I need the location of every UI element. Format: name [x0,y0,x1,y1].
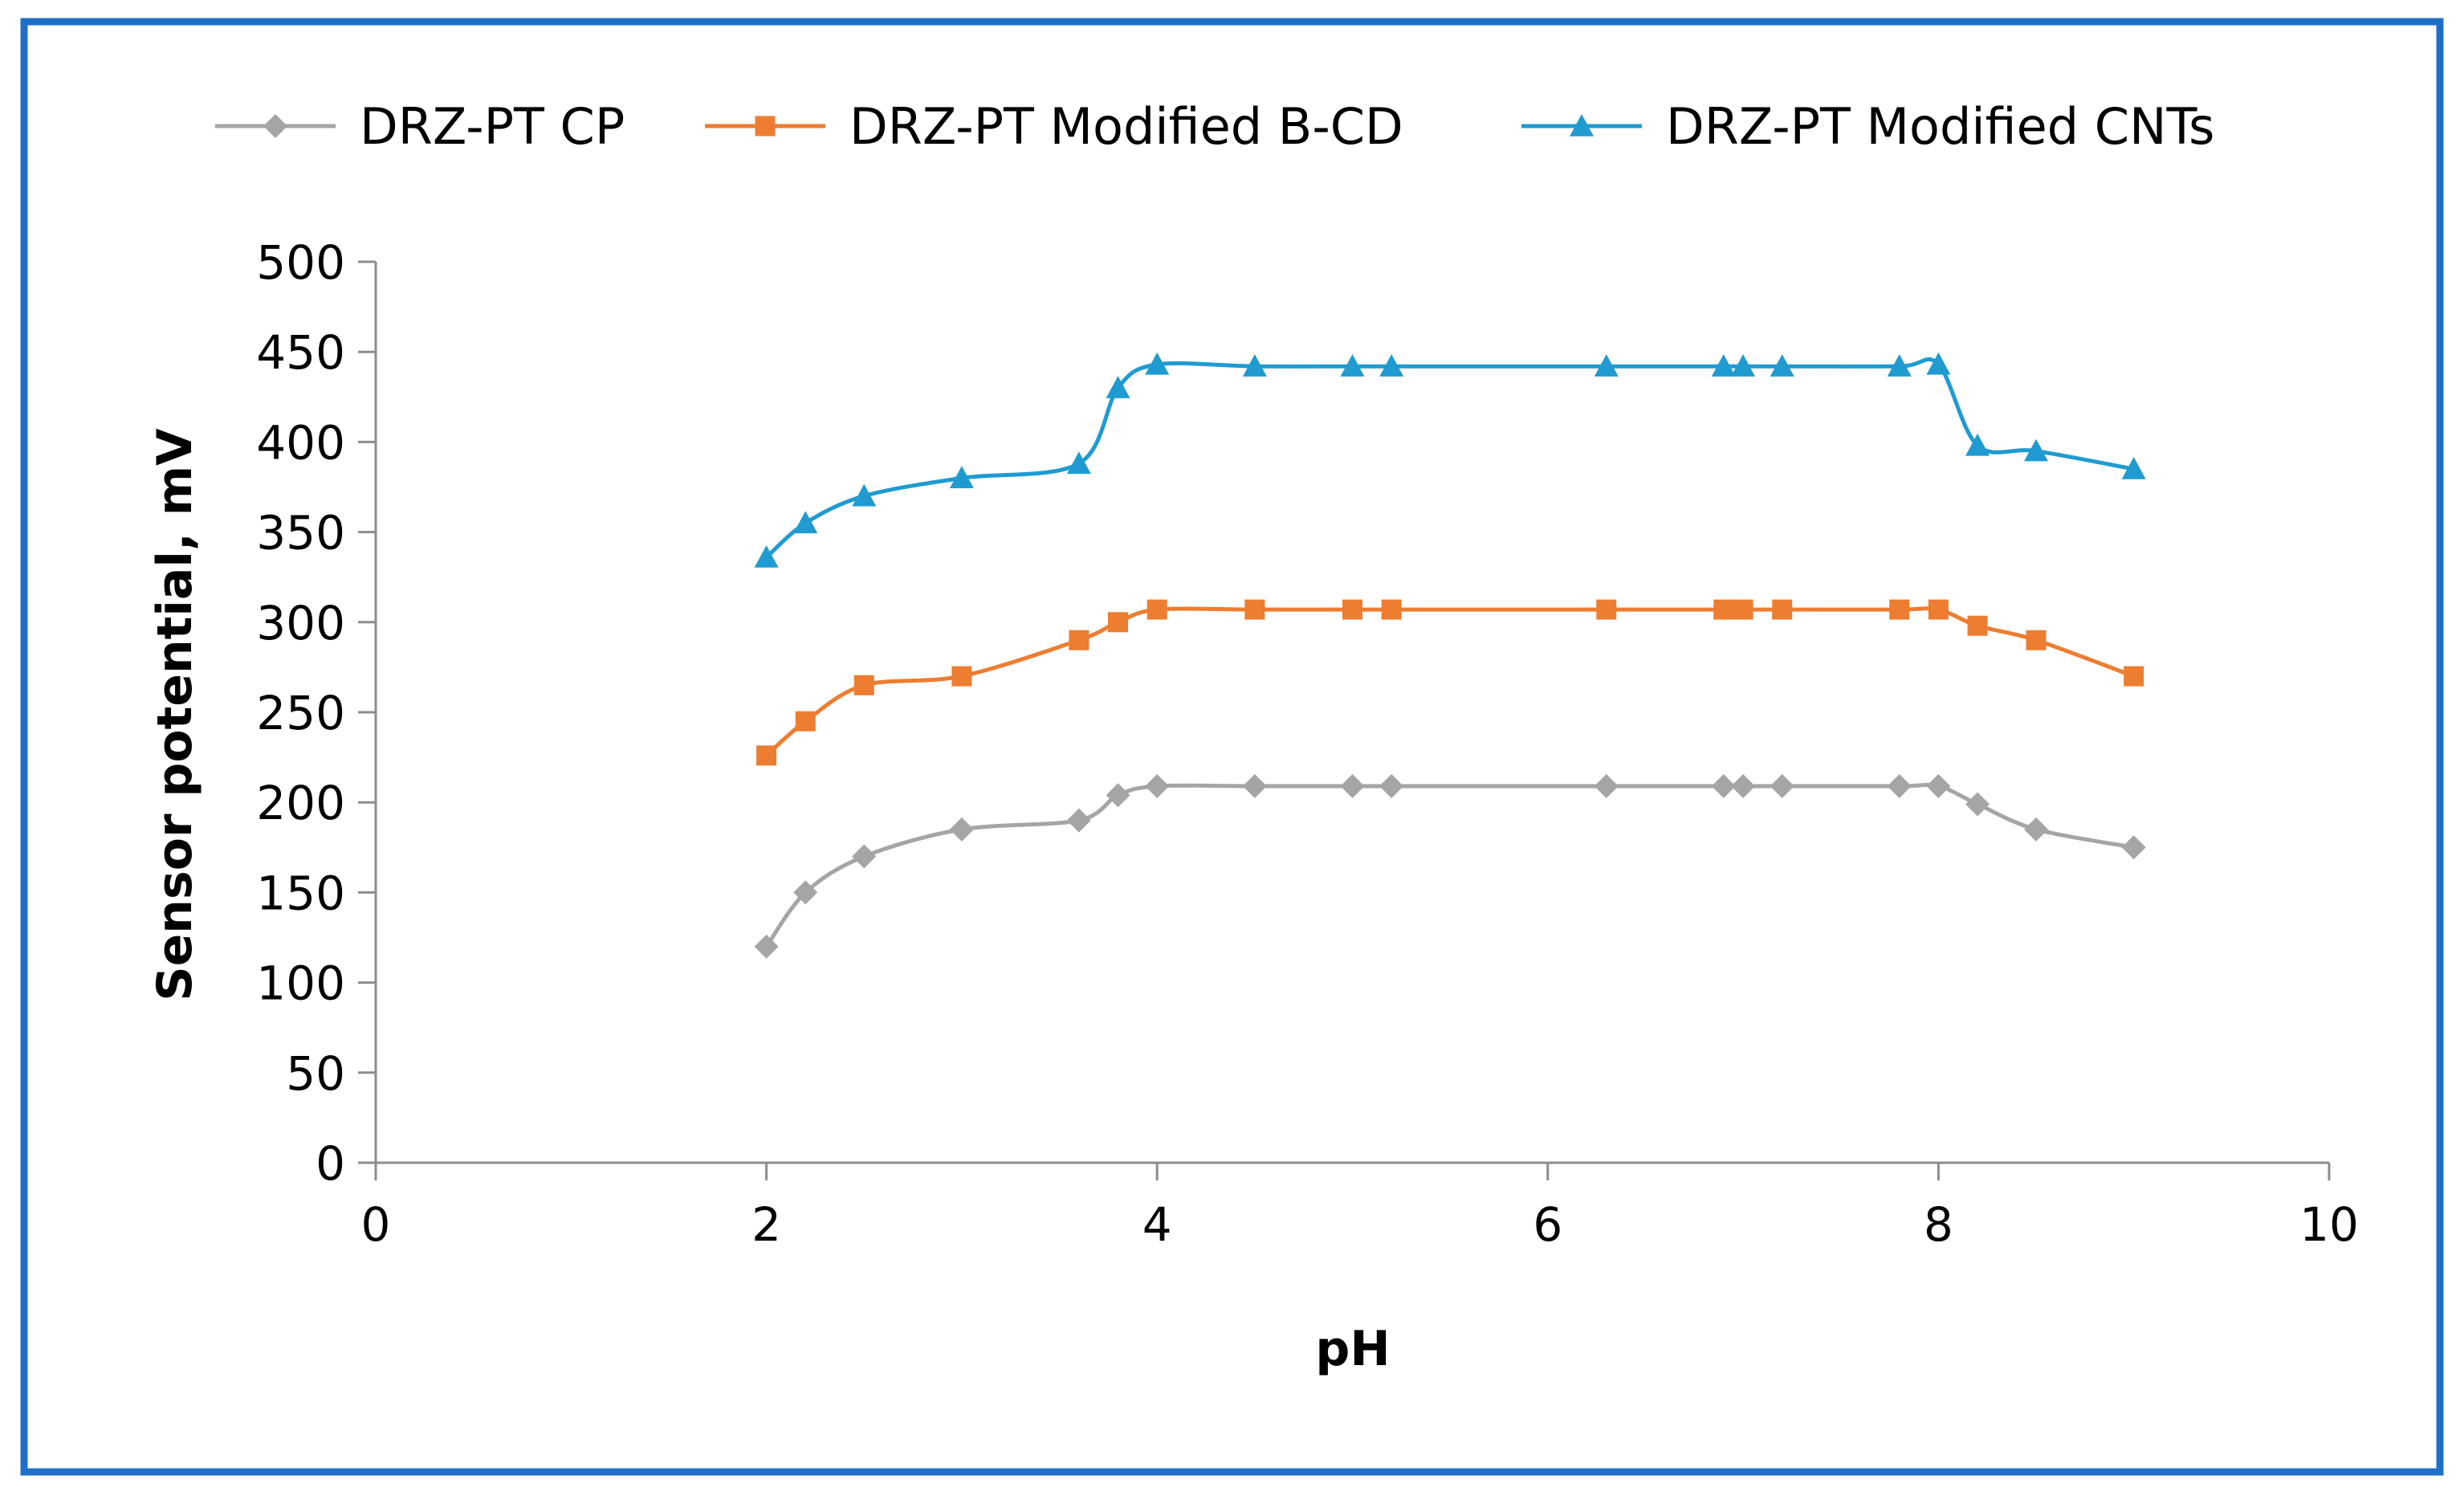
data-point [1731,354,1756,377]
y-tick-label: 500 [256,235,345,290]
series-diamond-group [754,774,2146,959]
data-point [1889,599,1910,620]
data-point [1106,376,1130,398]
data-point [1066,808,1091,833]
data-point [1381,599,1402,620]
data-point [756,745,777,766]
data-point [1244,599,1265,620]
y-tick-label: 450 [256,325,345,380]
x-tick-label: 8 [1924,1197,1953,1252]
y-tick-label: 200 [256,776,345,830]
y-tick-label: 350 [256,506,345,560]
data-point [1770,354,1794,377]
data-point [793,511,818,534]
data-point [1379,354,1404,377]
x-tick-label: 6 [1533,1197,1562,1252]
series-square-group [756,599,2144,766]
data-point [1711,354,1736,377]
x-tick-label: 10 [2299,1197,2359,1252]
data-point [754,934,779,959]
data-point [852,844,877,869]
data-point [949,466,974,489]
data-point [1596,599,1617,620]
legend: DRZ-PT CP DRZ-PT Modified B-CD DRZ-PT Modi… [215,97,2214,156]
data-point [1106,783,1130,808]
data-point [1926,352,1951,375]
legend-entry: DRZ-PT Modified B-CD [705,97,1403,156]
data-point [949,817,974,842]
data-point [2026,630,2047,650]
data-point [1146,599,1167,620]
data-point [793,880,818,905]
data-point [1965,792,1990,817]
x-tick-label: 4 [1142,1197,1172,1252]
data-point [1340,774,1365,799]
y-tick-label: 100 [256,956,345,1011]
legend-marker [1570,114,1594,137]
data-point [1069,630,1089,650]
data-point [2121,835,2146,860]
y-tick-label: 250 [256,686,345,740]
y-ticks: 0 50 100 150 200 250 300 350 400 450 500 [256,235,376,1191]
data-point [951,666,972,687]
data-point [1967,615,1988,636]
y-tick-label: 400 [256,415,345,470]
data-point [2124,666,2144,687]
y-tick-label: 0 [316,1136,345,1191]
series-layer [754,352,2146,959]
data-point [2121,457,2146,479]
y-tick-label: 150 [256,866,345,920]
legend-entry: DRZ-PT Modified CNTs [1521,97,2214,156]
y-tick-label: 50 [286,1046,345,1101]
data-point [754,545,779,568]
y-tick-label: 300 [256,596,345,650]
legend-label: DRZ-PT Modified CNTs [1666,97,2214,156]
y-axis-title: Sensor potential, mV [147,428,203,1001]
x-tick-label: 0 [361,1197,391,1252]
data-point [1731,774,1756,799]
legend-marker [755,116,776,137]
axes: 0 50 100 150 200 250 300 350 400 450 500 0 2 4 6 8 10 [256,235,2359,1252]
data-point [2024,438,2049,462]
data-point [1711,774,1736,799]
x-axis-title: pH [1315,1321,1390,1377]
data-point [1145,352,1170,375]
series-triangle-group [754,352,2146,568]
data-point [795,711,816,732]
data-point [1887,354,1912,377]
data-point [1379,774,1404,799]
data-point [1340,354,1365,377]
data-point [1594,774,1619,799]
frame-border [20,18,2444,1476]
legend-label: DRZ-PT Modified B-CD [849,97,1403,156]
data-point [1928,599,1949,620]
data-point [1145,774,1170,799]
data-point [1342,599,1362,620]
data-point [1770,774,1794,799]
data-point [1965,433,1990,456]
legend-label: DRZ-PT CP [360,97,625,156]
data-point [853,675,874,695]
x-ticks: 0 2 4 6 8 10 [361,1163,2359,1252]
legend-marker [263,114,287,138]
data-point [1066,451,1091,475]
data-point [1713,599,1734,620]
data-point [1242,774,1267,799]
data-point [2024,817,2049,842]
data-point [1108,612,1129,633]
data-point [1242,354,1267,377]
data-point [852,483,877,507]
data-point [1772,599,1793,620]
x-tick-label: 2 [751,1197,781,1252]
data-point [1594,354,1619,377]
data-point [1887,774,1912,799]
data-point [1733,599,1753,620]
legend-entry: DRZ-PT CP [215,97,625,156]
data-point [1926,774,1951,799]
